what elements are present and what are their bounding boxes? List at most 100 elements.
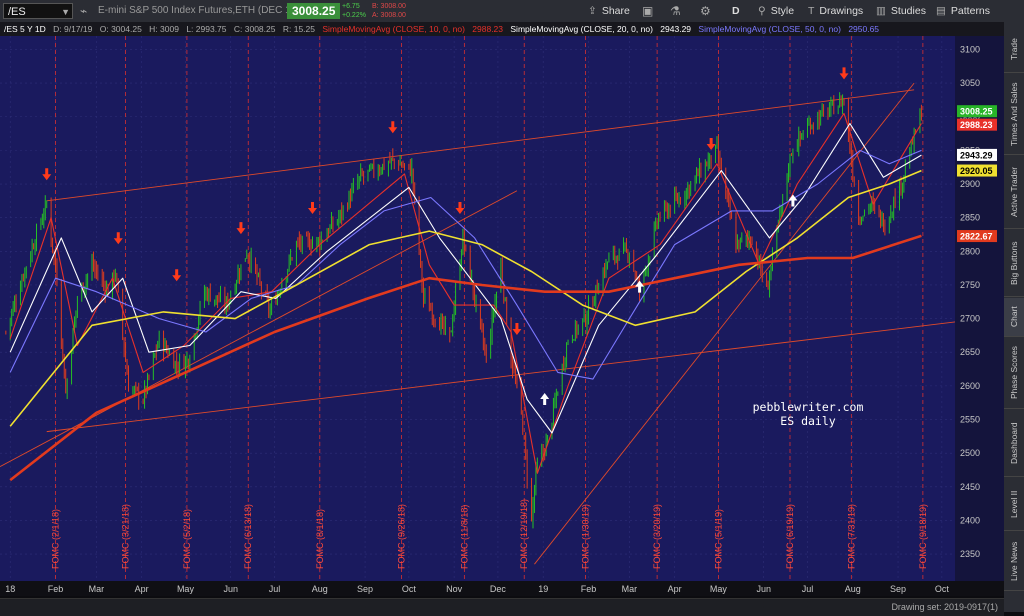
x-tick-label: Feb [581, 584, 597, 594]
up-arrow-marker [788, 194, 798, 207]
sma50-label[interactable]: SimpleMovingAvg (CLOSE, 50, 0, no) [698, 24, 841, 34]
x-tick-label: Oct [935, 584, 950, 594]
settings-icon[interactable]: ⚙ [700, 4, 711, 18]
x-tick-label: Apr [135, 584, 149, 594]
price-label-text: 2943.29 [960, 150, 993, 160]
down-arrow-marker [388, 121, 398, 134]
text-tool-icon: T [808, 5, 815, 17]
x-tick-label: Jul [269, 584, 281, 594]
down-arrow-marker [512, 323, 522, 336]
ask-price: A: 3008.00 [372, 12, 406, 19]
y-tick-label: 2850 [960, 213, 980, 223]
style-button[interactable]: ⚲ Style [758, 3, 794, 19]
save-icon[interactable]: ▣ [642, 4, 654, 18]
x-tick-label: Jun [223, 584, 238, 594]
y-tick-label: 2400 [960, 515, 980, 525]
info-close: C: 3008.25 [233, 24, 276, 34]
patterns-icon: ▤ [936, 5, 946, 17]
sidebar-tab-level-ii[interactable]: Level II [1004, 478, 1024, 531]
fomc-label: FOMC (9/18/19) [918, 504, 928, 569]
up-arrow-marker [635, 280, 645, 293]
watermark-text: ES daily [780, 414, 835, 428]
sidebar-tab-live-news[interactable]: Live News [1004, 532, 1024, 591]
x-tick-label: May [177, 584, 195, 594]
style-label: Style [770, 5, 795, 17]
share-label: Share [601, 5, 630, 17]
plot-background [0, 36, 955, 581]
sma50-value: 2950.65 [848, 24, 880, 34]
x-tick-label: Mar [622, 584, 638, 594]
price-label-text: 3008.25 [960, 107, 993, 117]
interval-button[interactable]: D [732, 5, 740, 17]
status-bar: Drawing set: 2019-0917(1) [0, 598, 1004, 616]
sidebar-tab-dashboard[interactable]: Dashboard [1004, 410, 1024, 477]
fomc-label: FOMC (11/8/18) [459, 505, 469, 569]
price-chart[interactable]: 2350 2400 2450 2500 2550 2600 2650 2700 2750 2800… [0, 36, 1004, 596]
price-label-box [957, 164, 997, 177]
y-tick-label: 2700 [960, 314, 980, 324]
price-label-text: 2822.67 [960, 232, 993, 242]
flask-icon[interactable]: ⚗ [670, 4, 681, 18]
studies-button[interactable]: ▥ Studies [876, 3, 926, 19]
sidebar-tab-active-trader[interactable]: Active Trader [1004, 156, 1024, 229]
symbol-text: /ES [8, 6, 26, 18]
y-tick-label: 2800 [960, 246, 980, 256]
x-tick-label: May [710, 584, 728, 594]
toolbar: /ES ▼ ⌁ E-mini S&P 500 Index Futures,ETH… [0, 0, 1024, 23]
right-sidebar: Trade Times And Sales Active Trader Big But… [1004, 22, 1024, 612]
x-tick-label: Jul [802, 584, 814, 594]
sma20-value: 2943.29 [660, 24, 692, 34]
studies-label: Studies [890, 5, 926, 17]
ma-line-sma20 [9, 122, 922, 434]
fomc-label: FOMC (8/1/18) [315, 509, 325, 569]
x-tick-label: Apr [668, 584, 682, 594]
y-tick-label: 3050 [960, 78, 980, 88]
sidebar-tab-trade[interactable]: Trade [1004, 26, 1024, 73]
info-date: D: 9/17/19 [53, 24, 93, 34]
down-arrow-marker [455, 201, 465, 214]
sidebar-tab-big-buttons[interactable]: Big Buttons [1004, 230, 1024, 297]
y-tick-label: 2500 [960, 448, 980, 458]
sma20-label[interactable]: SimpleMovingAvg (CLOSE, 20, 0, no) [510, 24, 653, 34]
x-tick-label: Sep [890, 584, 906, 594]
y-tick-label: 2900 [960, 179, 980, 189]
instrument-name: E-mini S&P 500 Index Futures,ETH (DEC 19… [98, 5, 300, 16]
fomc-label: FOMC (6/19/19) [785, 504, 795, 569]
sidebar-tab-chart[interactable]: Chart [1004, 298, 1024, 337]
info-range: R: 15.25 [282, 24, 315, 34]
symbol-selector[interactable]: /ES ▼ [3, 3, 73, 19]
y-tick-label: 3100 [960, 44, 980, 54]
sidebar-tab-phase-scores[interactable]: Phase Scores [1004, 338, 1024, 409]
chart-area[interactable]: 2350 2400 2450 2500 2550 2600 2650 2700 2750 2800… [0, 36, 1004, 596]
x-tick-label: Aug [312, 584, 328, 594]
sidebar-tab-times-and-sales[interactable]: Times And Sales [1004, 74, 1024, 155]
chevron-down-icon[interactable]: ▼ [61, 7, 70, 17]
link-icon[interactable]: ⌁ [80, 4, 88, 18]
patterns-button[interactable]: ▤ Patterns [936, 3, 990, 19]
change-percent: +0.22% [342, 12, 366, 19]
down-arrow-marker [839, 67, 849, 80]
sma10-value: 2988.23 [472, 24, 504, 34]
price-label-text: 2988.23 [960, 120, 993, 130]
down-arrow-marker [42, 168, 52, 181]
share-icon: ⇪ [588, 5, 597, 17]
fomc-label: FOMC (2/1/18) [50, 509, 60, 569]
fomc-label: FOMC (5/2/18) [182, 509, 192, 569]
trendline [46, 89, 915, 202]
bid-price: B: 3008.00 [372, 3, 406, 10]
drawings-label: Drawings [819, 5, 864, 17]
x-tick-label: Aug [845, 584, 861, 594]
info-open: O: 3004.25 [99, 24, 142, 34]
down-arrow-marker [236, 222, 246, 235]
price-label-box [957, 148, 997, 161]
down-arrow-marker [307, 201, 317, 214]
chart-period-label: /ES 5 Y 1D [4, 24, 46, 34]
y-tick-label: 2450 [960, 482, 980, 492]
change-value: +6.75 [342, 3, 360, 10]
down-arrow-marker [172, 269, 182, 282]
y-tick-label: 2550 [960, 415, 980, 425]
drawings-button[interactable]: T Drawings [808, 3, 863, 19]
share-button[interactable]: ⇪ Share [588, 3, 630, 19]
sma10-label[interactable]: SimpleMovingAvg (CLOSE, 10, 0, no) [322, 24, 465, 34]
price-label-box [957, 118, 997, 131]
